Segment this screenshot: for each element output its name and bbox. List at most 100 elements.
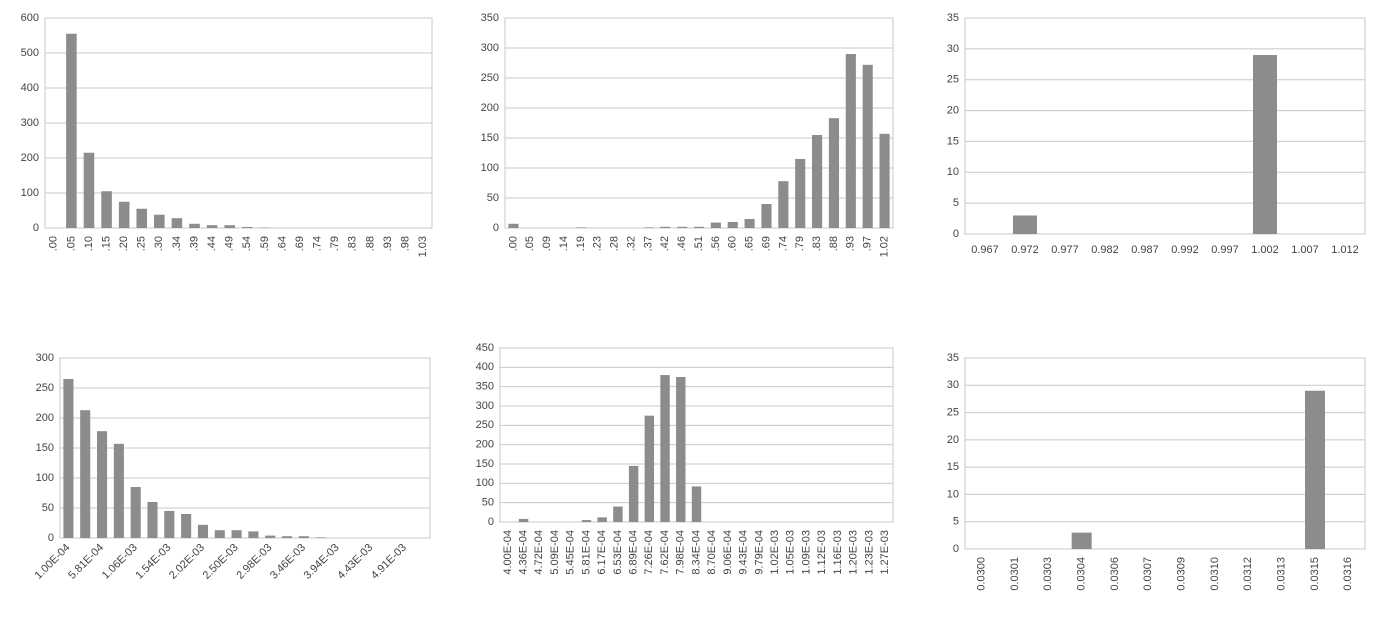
y-tick-label: 250	[36, 382, 54, 394]
y-tick-label: 20	[947, 104, 959, 116]
x-tick-label: .60	[727, 236, 739, 251]
bar	[508, 223, 519, 228]
x-tick-label: 1.06E-03	[100, 542, 140, 582]
bar	[744, 219, 755, 228]
y-tick-label: 150	[36, 442, 54, 454]
x-tick-label: 9.79E-04	[753, 530, 765, 575]
x-tick-label: 4.72E-04	[533, 530, 545, 575]
y-tick-label: 100	[476, 477, 494, 489]
x-tick-label: 7.26E-04	[643, 530, 655, 575]
bar	[154, 214, 165, 228]
y-tick-label: 450	[476, 342, 494, 354]
y-tick-label: 50	[482, 497, 494, 509]
x-tick-label: 1.012	[1331, 244, 1359, 256]
x-tick-label: 8.70E-04	[706, 530, 718, 575]
bar	[197, 524, 208, 538]
x-tick-label: .83	[811, 236, 823, 251]
x-tick-label: 2.98E-03	[234, 542, 274, 582]
x-tick-label: 0.0304	[1076, 557, 1088, 591]
x-tick-label: .25	[136, 236, 148, 251]
y-tick-label: 400	[21, 82, 39, 94]
x-tick-label: 0.992	[1171, 244, 1199, 256]
x-tick-label: .51	[693, 236, 705, 251]
x-tick-label: 0.0312	[1242, 557, 1254, 591]
x-tick-label: .69	[760, 236, 772, 251]
y-tick-label: 500	[21, 47, 39, 59]
x-tick-label: .65	[744, 236, 756, 251]
y-tick-label: 0	[48, 532, 54, 544]
x-tick-label: 1.007	[1291, 244, 1319, 256]
y-tick-label: 250	[481, 72, 499, 84]
x-tick-label: 1.02	[878, 236, 890, 257]
y-tick-label: 300	[481, 42, 499, 54]
bar	[879, 133, 890, 228]
bar	[761, 204, 772, 228]
x-tick-label: 2.02E-03	[167, 542, 207, 582]
x-tick-label: .79	[329, 236, 341, 251]
x-tick-label: 2.50E-03	[201, 542, 241, 582]
bar	[118, 201, 130, 228]
y-tick-label: 600	[21, 12, 39, 24]
bar	[812, 135, 823, 228]
bar	[828, 118, 840, 228]
bar	[147, 502, 158, 538]
y-tick-label: 0	[488, 516, 494, 528]
bar	[845, 54, 856, 228]
x-tick-label: 1.02E-03	[769, 530, 781, 575]
y-tick-label: 100	[36, 472, 54, 484]
bar	[660, 226, 671, 228]
bar	[644, 415, 655, 522]
x-tick-label: 5.09E-04	[549, 530, 561, 575]
bar	[181, 514, 192, 538]
y-tick-label: 15	[947, 461, 959, 473]
x-tick-label: .79	[794, 236, 806, 251]
x-tick-label: 1.27E-03	[879, 530, 891, 575]
bar	[164, 511, 175, 538]
x-tick-label: 1.20E-03	[848, 530, 860, 575]
chart: 0 50 100 150 200 250 300 1.00E-045.81E-041.06E-…	[33, 352, 431, 582]
x-tick-label: 5.45E-04	[565, 530, 577, 575]
bar	[628, 465, 639, 522]
chart: 0 100 200 300 400 500 600 .00 .05 .10 .15 .20 .25 .30…	[21, 12, 433, 257]
x-tick-label: 0.0301	[1009, 557, 1021, 591]
x-tick-label: .74	[777, 236, 789, 251]
x-tick-label: 9.43E-04	[738, 530, 750, 575]
y-tick-label: 25	[947, 74, 959, 86]
x-tick-label: 5.81E-04	[580, 530, 592, 575]
x-tick-label: 0.0303	[1042, 557, 1054, 591]
x-tick-label: .39	[188, 236, 200, 251]
chart: 0 5 10 15 20 25 30 35 0.967 0.972 0.977 0.982 0.987 0…	[947, 12, 1366, 256]
bar	[83, 152, 95, 228]
x-tick-label: 0.0306	[1109, 557, 1121, 591]
bar	[795, 159, 806, 228]
chart: 0 50 100 150 200 250 300 350 400 450 4.00E-04 4.36E…	[476, 342, 894, 575]
bar	[518, 518, 529, 522]
y-tick-label: 200	[36, 412, 54, 424]
bar	[1305, 390, 1325, 549]
bar	[677, 226, 688, 228]
y-tick-label: 35	[947, 352, 959, 364]
bar	[66, 33, 77, 228]
y-tick-label: 35	[947, 12, 959, 24]
x-tick-label: 0.0313	[1276, 557, 1288, 591]
x-tick-label: 6.89E-04	[628, 530, 640, 575]
chart: 0 50 100 150 200 250 300 350 .00 .05 .09 .14 .19 .23.…	[481, 12, 894, 257]
bar	[242, 226, 253, 228]
x-tick-label: .23	[592, 236, 604, 251]
y-tick-label: 50	[42, 502, 54, 514]
x-tick-label: .05	[65, 236, 77, 251]
x-tick-label: .64	[276, 236, 288, 251]
y-tick-label: 0	[953, 228, 959, 240]
x-tick-label: 4.43E-03	[335, 542, 375, 582]
x-tick-label: 0.982	[1091, 244, 1119, 256]
y-tick-label: 400	[476, 361, 494, 373]
y-tick-label: 30	[947, 43, 959, 55]
x-tick-label: 0.967	[971, 244, 999, 256]
bar	[315, 537, 326, 538]
x-tick-label: 1.12E-03	[816, 530, 828, 575]
y-tick-label: 200	[481, 102, 499, 114]
x-tick-label: .97	[862, 236, 874, 251]
bar	[80, 410, 91, 538]
bar	[676, 377, 686, 522]
